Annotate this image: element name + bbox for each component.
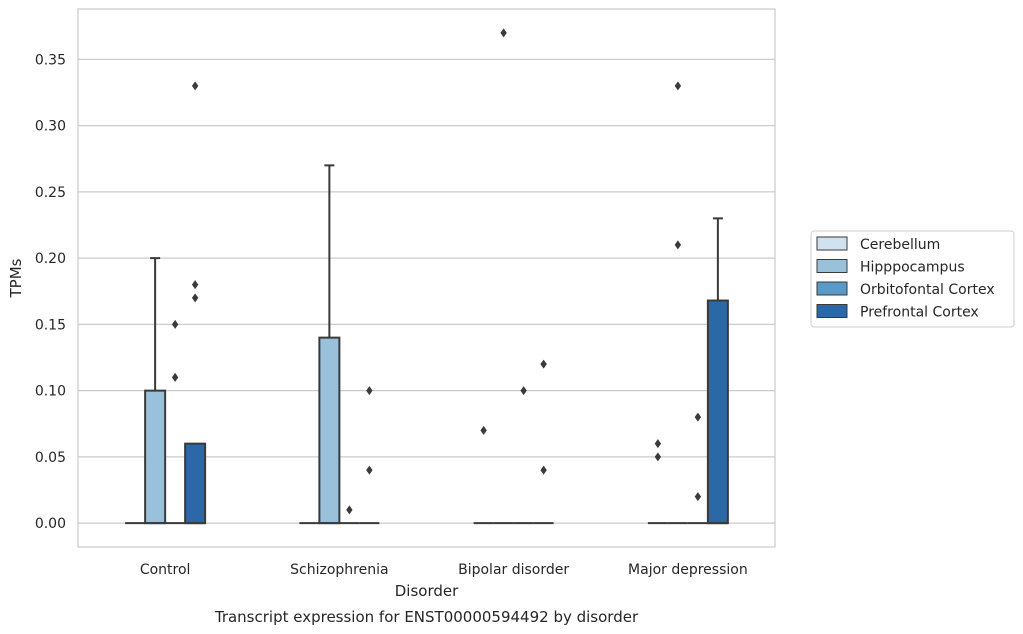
outlier-point [694, 412, 702, 422]
y-axis-title: TPMs [7, 258, 25, 298]
outlier-point [191, 280, 199, 290]
y-tick-label: 0.15 [35, 317, 66, 333]
box [706, 299, 729, 525]
legend-frame [810, 230, 1015, 328]
box [144, 389, 167, 525]
outlier-point [540, 359, 547, 369]
outlier-point [520, 386, 527, 396]
box [318, 336, 341, 525]
outlier-point [191, 81, 199, 91]
outlier-point [191, 293, 199, 303]
y-tick-label: 0.30 [35, 119, 66, 135]
outlier-point [171, 372, 179, 382]
outlier-point [500, 28, 507, 38]
outlier-point [366, 465, 373, 475]
legend-swatch [816, 281, 848, 296]
y-tick-label: 0.20 [35, 251, 66, 267]
legend-swatch [816, 236, 848, 251]
x-axis-title: Disorder [395, 582, 459, 600]
box-group [125, 81, 207, 525]
box-group [647, 81, 729, 525]
y-tick-label: 0.00 [35, 516, 66, 532]
legend-label: Orbitofontal Cortex [860, 282, 995, 298]
legend-swatch [816, 304, 848, 318]
y-tick-label: 0.35 [35, 52, 66, 68]
legend-swatch [816, 259, 848, 273]
plot-background [78, 9, 775, 547]
outlier-point [346, 505, 353, 515]
legend-label: Prefrontal Cortex [860, 305, 979, 321]
outlier-point [480, 425, 487, 435]
box [184, 442, 207, 525]
legend-label: Hipppocampus [860, 260, 965, 276]
box-group [299, 164, 380, 525]
outlier-point [674, 81, 682, 91]
x-tick-label: Major depression [628, 562, 748, 578]
y-tick-label: 0.10 [35, 384, 66, 400]
outlier-point [654, 439, 662, 449]
legend: Cerebellum Hipppocampus Orbitofontal Corte… [810, 230, 1015, 328]
outlier-point [694, 492, 702, 502]
outlier-point [366, 386, 373, 396]
y-tick-label: 0.05 [35, 450, 66, 466]
outlier-point [540, 465, 547, 475]
x-tick-label: Control [140, 562, 191, 578]
outlier-point [654, 452, 662, 462]
legend-label: Cerebellum [860, 237, 940, 253]
box-group [473, 28, 554, 525]
x-axis-ticks: Control Schizophrenia Bipolar disorder Majo… [140, 562, 748, 578]
box-groups [125, 28, 729, 525]
x-tick-label: Bipolar disorder [458, 562, 569, 578]
outlier-point [171, 319, 179, 329]
outlier-point [674, 240, 682, 250]
y-tick-label: 0.25 [35, 185, 66, 201]
x-tick-label: Schizophrenia [290, 562, 388, 578]
y-axis-ticks: 0.00 0.05 0.10 0.15 0.20 0.25 0.30 0.35 [35, 52, 66, 532]
chart-caption: Transcript expression for ENST0000059449… [214, 608, 639, 626]
plot-frame [77, 8, 776, 548]
